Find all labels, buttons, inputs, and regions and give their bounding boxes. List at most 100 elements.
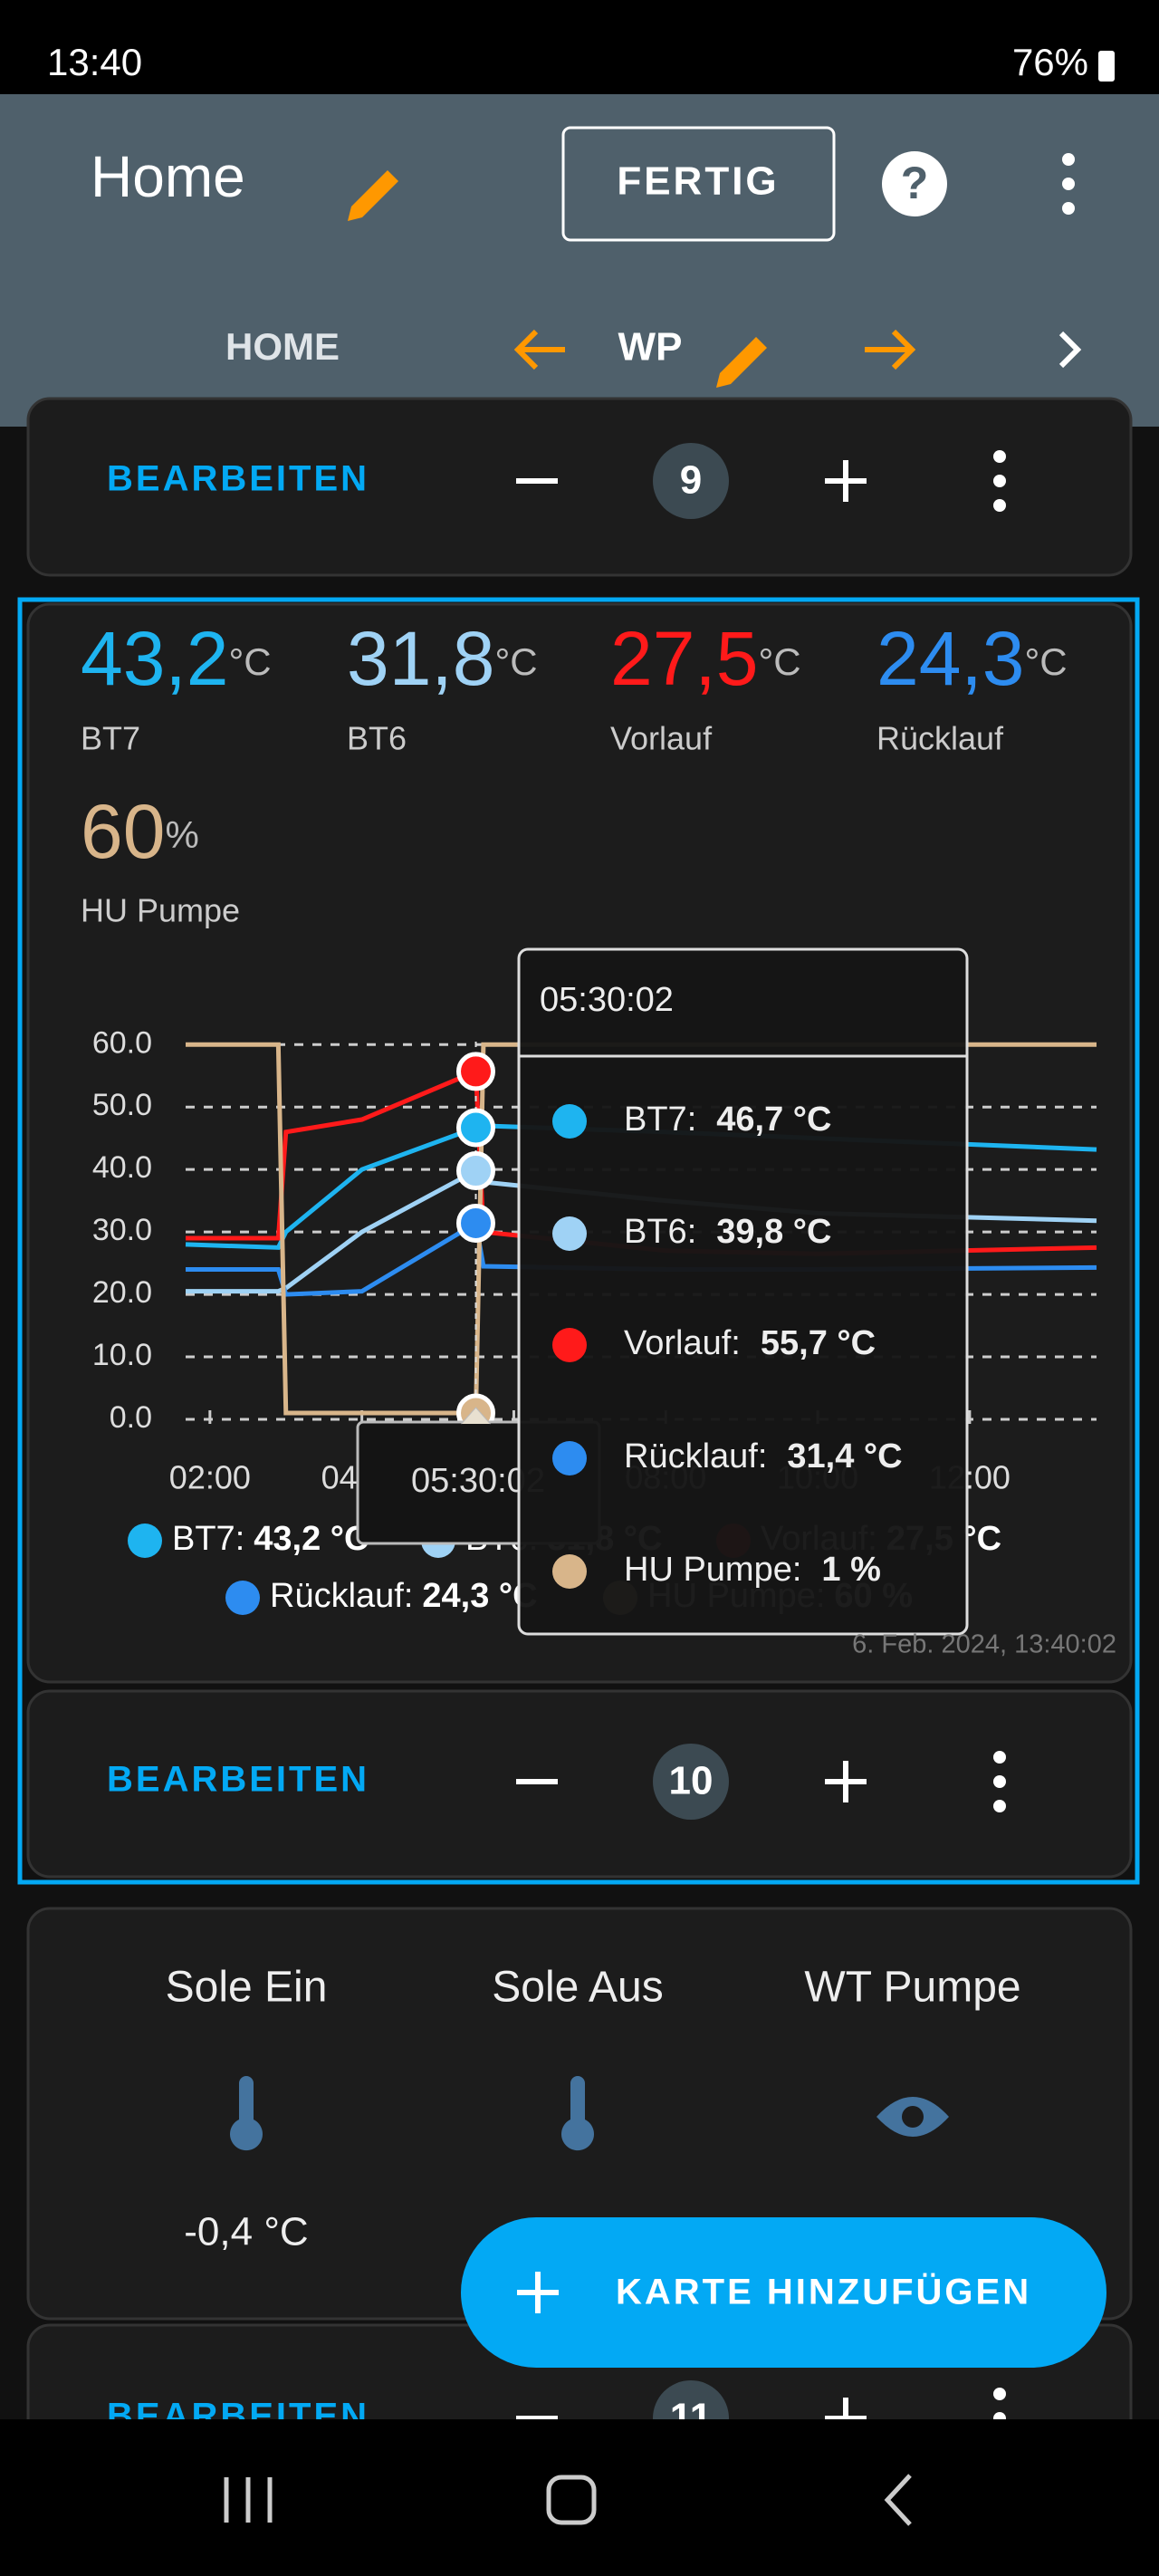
plus-icon[interactable] — [825, 460, 867, 502]
reading-value: 27,5 — [610, 616, 759, 701]
tooltip-value: 55,7 °C — [761, 1324, 876, 1362]
legend-dot[interactable] — [128, 1523, 162, 1558]
y-tick-label: 40.0 — [92, 1150, 152, 1185]
card — [26, 397, 1133, 577]
edit-icon[interactable] — [348, 170, 398, 221]
tooltip-label: Vorlauf: — [624, 1324, 741, 1362]
status-bar — [0, 0, 1159, 94]
legend-dot[interactable] — [225, 1581, 260, 1615]
reading-name: HU Pumpe — [81, 892, 240, 929]
tooltip-value: 1 % — [821, 1551, 880, 1589]
tooltip-value: 39,8 °C — [716, 1213, 831, 1251]
menu-dot[interactable] — [993, 2388, 1006, 2400]
reading: 43,2°C — [81, 616, 272, 701]
reading-value: 43,2 — [81, 616, 229, 701]
entity-state: -0,4 °C — [184, 2210, 308, 2254]
legend-name: Rücklauf: — [270, 1577, 413, 1615]
reading-value: 60 — [81, 789, 165, 874]
entity-name: WT Pumpe — [804, 1964, 1020, 2012]
tooltip-row: BT7: 46,7 °C — [624, 1101, 831, 1139]
entity-name: Sole Aus — [492, 1964, 663, 2012]
hover-point — [456, 1203, 496, 1243]
y-tick-label: 10.0 — [92, 1338, 152, 1372]
eye-pupil — [902, 2106, 924, 2128]
battery-level: 76% — [1012, 41, 1088, 83]
tooltip-value: 31,4 °C — [787, 1437, 902, 1475]
reading: 31,8°C — [347, 616, 538, 701]
reading-value: 31,8 — [347, 616, 495, 701]
add-card-label: KARTE HINZUFÜGEN — [616, 2272, 1031, 2312]
edit-button[interactable]: BEARBEITEN — [107, 459, 369, 499]
plus-icon[interactable] — [825, 1761, 867, 1802]
legend-value: 43,2 °C — [254, 1520, 369, 1558]
reading-unit: °C — [759, 640, 801, 683]
tooltip-row: HU Pumpe: 1 % — [624, 1551, 881, 1589]
legend-entry[interactable]: Rücklauf: 24,3 °C — [270, 1577, 538, 1615]
help-mark: ? — [901, 158, 929, 208]
hover-point — [456, 1151, 496, 1191]
menu-dot[interactable] — [993, 450, 1006, 463]
tooltip-value: 46,7 °C — [716, 1101, 831, 1139]
reading-name: Rücklauf — [876, 720, 1004, 757]
reading-value: 24,3 — [876, 616, 1025, 701]
nav-icons[interactable] — [224, 2474, 912, 2526]
help-icon[interactable] — [882, 151, 947, 216]
done-button-label: FERTIG — [617, 159, 779, 204]
tab-edit-icon[interactable] — [716, 337, 767, 388]
battery-icon — [1098, 51, 1115, 82]
clock: 13:40 — [47, 41, 142, 83]
reading: 60% — [81, 789, 199, 874]
hover-point — [456, 1052, 496, 1091]
reading: 27,5°C — [610, 616, 801, 701]
y-tick-label: 0.0 — [110, 1400, 152, 1435]
entity-name: Sole Ein — [166, 1964, 328, 2012]
done-button[interactable] — [561, 126, 836, 242]
y-tick-label: 30.0 — [92, 1213, 152, 1247]
tab-scroll-icon[interactable] — [1058, 331, 1082, 369]
y-tick-label: 20.0 — [92, 1275, 152, 1310]
reading-name: BT6 — [347, 720, 407, 757]
edit-button[interactable]: BEARBEITEN — [107, 1760, 369, 1800]
timestamp: 6. Feb. 2024, 13:40:02 — [852, 1630, 1116, 1659]
legend-entry[interactable]: BT7: 43,2 °C — [172, 1520, 369, 1558]
position-number: 9 — [680, 458, 702, 503]
tooltip-row: BT6: 39,8 °C — [624, 1213, 831, 1251]
tooltip-row: Vorlauf: 55,7 °C — [624, 1324, 876, 1362]
tooltip-title: 05:30:02 — [540, 981, 674, 1019]
add-icon — [517, 2272, 559, 2313]
legend-name: BT7: — [172, 1520, 244, 1558]
reading-name: BT7 — [81, 720, 140, 757]
menu-dot[interactable] — [993, 475, 1006, 487]
tab[interactable]: HOME — [225, 325, 340, 368]
app-header — [0, 94, 1159, 427]
reading-name: Vorlauf — [610, 720, 713, 757]
menu-dot[interactable] — [993, 1751, 1006, 1764]
reading: 24,3°C — [876, 616, 1068, 701]
position-number: 10 — [669, 1759, 714, 1803]
page-title: Home — [91, 144, 245, 209]
axis-tooltip-arrow — [461, 1407, 491, 1425]
card-footer — [26, 1689, 1133, 1879]
menu-icon[interactable] — [1062, 153, 1075, 215]
y-tick-label: 60.0 — [92, 1025, 152, 1060]
selected-outline — [17, 597, 1140, 1885]
menu-dot[interactable] — [993, 1775, 1006, 1788]
move-right-icon[interactable] — [865, 329, 916, 370]
move-left-icon[interactable] — [513, 329, 565, 370]
menu-dot[interactable] — [993, 499, 1006, 512]
tooltip-label: BT6: — [624, 1213, 696, 1251]
thermometer-icon[interactable] — [561, 2076, 594, 2151]
add-card-button[interactable] — [461, 2217, 1106, 2368]
tab-active[interactable]: WP — [618, 325, 683, 370]
tooltip-dot — [552, 1104, 587, 1139]
position-badge — [653, 1744, 729, 1820]
tooltip — [517, 947, 969, 1636]
y-tick-label: 50.0 — [92, 1088, 152, 1122]
tooltip-row: Rücklauf: 31,4 °C — [624, 1437, 903, 1475]
menu-dot[interactable] — [993, 1800, 1006, 1812]
thermometer-icon[interactable] — [229, 2076, 263, 2151]
hover-point — [456, 1108, 496, 1148]
